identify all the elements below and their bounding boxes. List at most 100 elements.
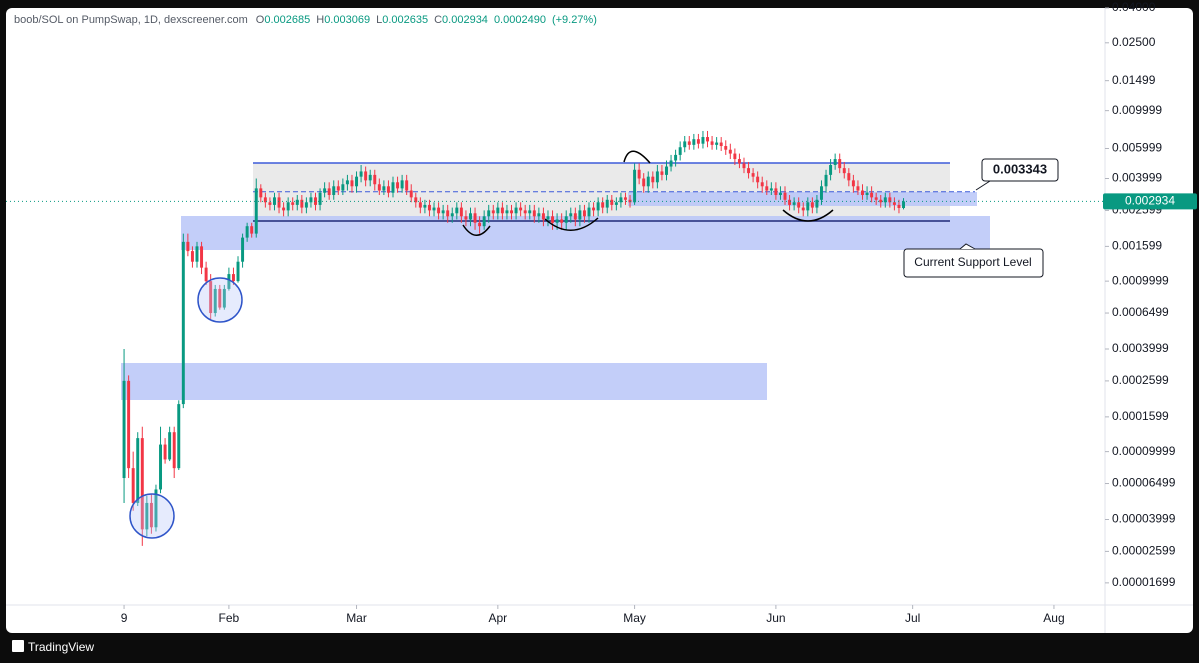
candle-body — [127, 380, 131, 469]
y-tick-label: 0.00006499 — [1112, 476, 1176, 490]
x-tick-label: Jun — [766, 611, 785, 625]
candle-body — [186, 241, 190, 252]
candle-body — [765, 186, 769, 191]
candle-body — [578, 210, 582, 220]
candle-body — [883, 197, 887, 203]
candle-body — [701, 137, 705, 144]
candle-body — [810, 202, 814, 208]
candle-body — [582, 210, 586, 217]
candle-body — [181, 241, 185, 405]
candle-body — [341, 184, 345, 191]
brand: TradingView — [28, 640, 94, 654]
candle-body — [459, 207, 463, 217]
candle-body — [236, 261, 240, 282]
candle-body — [888, 197, 892, 203]
candle-body — [555, 219, 559, 223]
y-tick-label: 0.00003999 — [1112, 512, 1176, 526]
candle-body — [537, 213, 541, 217]
candle-body — [760, 182, 764, 187]
candle-body — [423, 204, 427, 208]
candle-body — [587, 207, 591, 217]
candle-body — [487, 210, 491, 217]
candle-body — [902, 201, 906, 209]
candle-body — [715, 142, 719, 145]
candle-body — [842, 168, 846, 174]
candle-body — [386, 186, 390, 193]
candle-body — [614, 202, 618, 205]
candle-body — [674, 154, 678, 161]
y-tick-label: 0.009999 — [1112, 103, 1162, 117]
callout-text: 0.003343 — [993, 161, 1047, 176]
x-tick-label: 9 — [121, 611, 128, 625]
y-tick-label: 0.02500 — [1112, 35, 1156, 49]
candle-body — [797, 202, 801, 208]
candle-body — [478, 222, 482, 227]
candle-body — [222, 288, 226, 308]
arc — [623, 150, 651, 164]
candle-body — [327, 188, 331, 196]
candle-body — [464, 216, 468, 220]
candle-body — [405, 180, 409, 191]
candle-body — [168, 432, 172, 460]
candle-body — [282, 207, 286, 211]
candle-body — [870, 192, 874, 198]
candle-body — [204, 267, 208, 282]
candle-body — [546, 216, 550, 220]
candle-body — [838, 159, 842, 169]
candle-body — [195, 246, 199, 262]
candle-body — [268, 202, 272, 205]
y-tick-label: 0.00009999 — [1112, 444, 1176, 458]
candle-body — [318, 192, 322, 205]
candle-body — [190, 251, 194, 262]
candle-body — [879, 199, 883, 203]
candle-body — [505, 210, 509, 214]
candle-body — [432, 207, 436, 211]
candle-body — [564, 216, 568, 223]
candle-body — [200, 246, 204, 268]
support-zone-low — [121, 363, 767, 400]
candle-body — [560, 219, 564, 223]
candle-body — [377, 184, 381, 191]
candles — [122, 130, 906, 546]
y-tick-label: 0.001599 — [1112, 239, 1162, 253]
y-tick-label: 0.00001699 — [1112, 575, 1176, 589]
candle-body — [336, 186, 340, 191]
y-tick-label: 0.003999 — [1112, 171, 1162, 185]
candle-body — [364, 171, 368, 181]
candle-body — [149, 502, 153, 528]
candle-body — [323, 188, 327, 193]
candle-body — [642, 178, 646, 187]
candle-body — [145, 502, 149, 530]
label-text: Current Support Level — [914, 255, 1031, 269]
arc — [782, 209, 834, 222]
candle-body — [724, 146, 728, 150]
candle-body — [291, 202, 295, 205]
candle-body — [806, 202, 810, 211]
candle-body — [209, 281, 213, 314]
candle-body — [528, 210, 532, 214]
change: 0.0002490 — [493, 14, 546, 26]
candle-body — [391, 182, 395, 193]
candle-body — [683, 141, 687, 148]
candle-body — [756, 176, 760, 183]
ohlc-value: 0.002635 — [382, 14, 429, 26]
candle-body — [532, 210, 536, 217]
ohlc-value: 0.002685 — [264, 14, 311, 26]
candle-body — [665, 166, 668, 175]
candle-body — [687, 141, 691, 145]
y-tick-label: 0.0002599 — [1112, 373, 1169, 387]
candle-body — [874, 197, 878, 200]
candle-body — [250, 226, 254, 234]
x-tick-label: Aug — [1043, 611, 1064, 625]
candle-body — [551, 216, 555, 223]
candle-body — [510, 210, 513, 214]
candle-body — [309, 197, 313, 203]
candle-body — [851, 180, 855, 187]
candle-body — [400, 180, 404, 189]
candle-body — [669, 160, 673, 167]
candle-body — [418, 202, 422, 208]
x-tick-label: Apr — [488, 611, 507, 625]
candle-body — [300, 199, 304, 208]
y-tick-label: 0.005999 — [1112, 141, 1162, 155]
ohlc-key: L — [376, 14, 383, 26]
